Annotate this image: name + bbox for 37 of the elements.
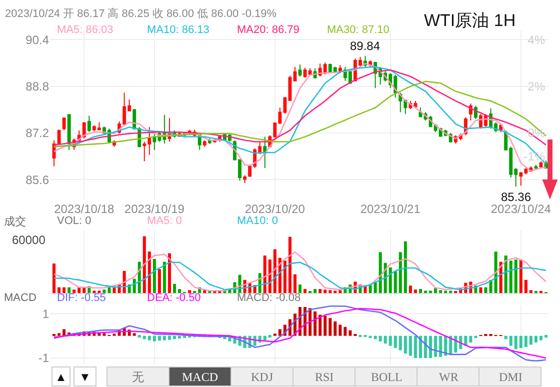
text: MA5: 0 (147, 215, 182, 227)
text: DMI (499, 370, 522, 384)
text: MA20: 86.79 (237, 24, 300, 36)
text: ▲ (55, 370, 67, 384)
text: 60000 (12, 233, 46, 247)
y-tick-label: 87.2 (26, 126, 50, 140)
x-tick-label: 2023/10/20 (244, 202, 306, 216)
annotation: 85.36 (501, 190, 532, 204)
x-tick-label: 2023/10/19 (124, 202, 185, 216)
text: MACD (4, 292, 36, 304)
text: DIF: -0.55 (57, 292, 106, 304)
annotation: 89.84 (350, 39, 380, 53)
chart-subtitle: 2023/10/24 开 86.17 高 86.25 收 86.00 低 86.00 -0.19% (5, 7, 277, 20)
y-tick-label: 1 (42, 306, 50, 321)
text: DEA: -0.50 (147, 292, 201, 304)
text: BOLL (371, 370, 402, 384)
text: WR (439, 370, 458, 384)
text: KDJ (251, 370, 274, 384)
x-tick-label: 2023/10/21 (360, 202, 421, 216)
y-tick-label: -1 (38, 351, 50, 366)
text: MACD (182, 370, 218, 384)
y-tick-label: 85.6 (26, 172, 50, 187)
y-tick-label: 90.4 (26, 32, 50, 47)
y-tick-label: 88.8 (26, 80, 50, 94)
text: MA30: 87.10 (327, 24, 390, 36)
text: 无 (132, 370, 144, 384)
text: MA10: 86.13 (147, 24, 210, 36)
x-tick-label: 2023/10/18 (54, 202, 114, 216)
text: RSI (315, 370, 334, 384)
text: 成交 (4, 215, 26, 228)
text: ▼ (79, 370, 91, 384)
x-tick-label: 2023/10/24 (490, 202, 552, 216)
text: MA10: 0 (237, 215, 278, 227)
text: VOL: 0 (57, 215, 92, 227)
text: MA5: 86.03 (57, 24, 114, 36)
series-label: MACD: -0.08 (237, 292, 301, 304)
chart-title: WTI原油 1H (424, 11, 516, 30)
